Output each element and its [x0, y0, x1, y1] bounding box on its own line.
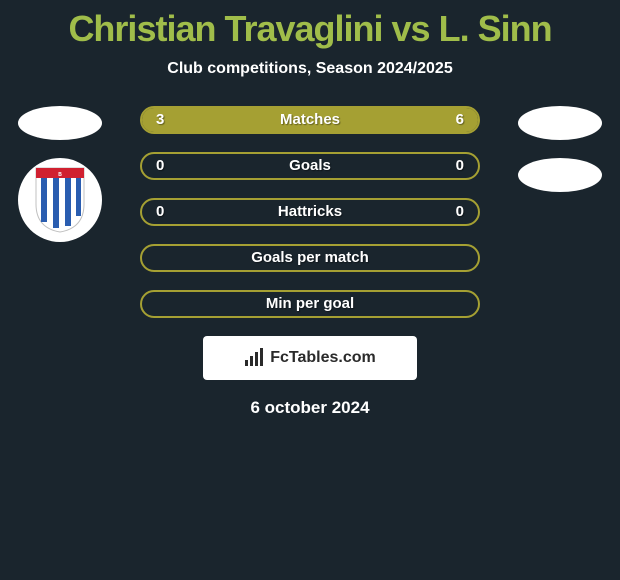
- left-player-club-badge: B: [18, 158, 102, 242]
- stat-value-left: 3: [156, 108, 164, 132]
- stat-row: 0 0Hattricks: [140, 198, 480, 226]
- stats-container: 36Matches00Goals00HattricksGoals per mat…: [140, 106, 480, 318]
- shield-icon: B: [32, 166, 88, 234]
- stat-label: Goals per match: [142, 246, 478, 270]
- stat-value-right: 0: [456, 154, 464, 178]
- left-player-avatar: [18, 106, 102, 140]
- date-text: 6 october 2024: [0, 398, 620, 418]
- right-player-avatar: [518, 106, 602, 140]
- stat-row: Min per goal: [140, 290, 480, 318]
- stat-row: 0 0Goals: [140, 152, 480, 180]
- left-player-column: B: [18, 106, 102, 242]
- right-player-column: [518, 106, 602, 192]
- stat-label: Goals: [142, 154, 478, 178]
- right-player-club-badge: [518, 158, 602, 192]
- bars-icon: [244, 348, 264, 368]
- stat-value-left: 0: [156, 154, 164, 178]
- stat-row: Goals per match: [140, 244, 480, 272]
- brand-text: FcTables.com: [270, 349, 376, 367]
- stat-value-right: 6: [456, 108, 464, 132]
- page-subtitle: Club competitions, Season 2024/2025: [0, 60, 620, 78]
- stat-value-right: 0: [456, 200, 464, 224]
- svg-text:B: B: [58, 172, 62, 178]
- brand-badge[interactable]: FcTables.com: [203, 336, 417, 380]
- page-title: Christian Travaglini vs L. Sinn: [0, 0, 620, 50]
- stat-value-left: 0: [156, 200, 164, 224]
- comparison-content: B 36Matches00Goals00HattricksGoals per m…: [0, 106, 620, 418]
- stat-row: 3 6Matches: [140, 106, 480, 134]
- stat-label: Matches: [142, 108, 478, 132]
- stat-label: Min per goal: [142, 292, 478, 316]
- stat-label: Hattricks: [142, 200, 478, 224]
